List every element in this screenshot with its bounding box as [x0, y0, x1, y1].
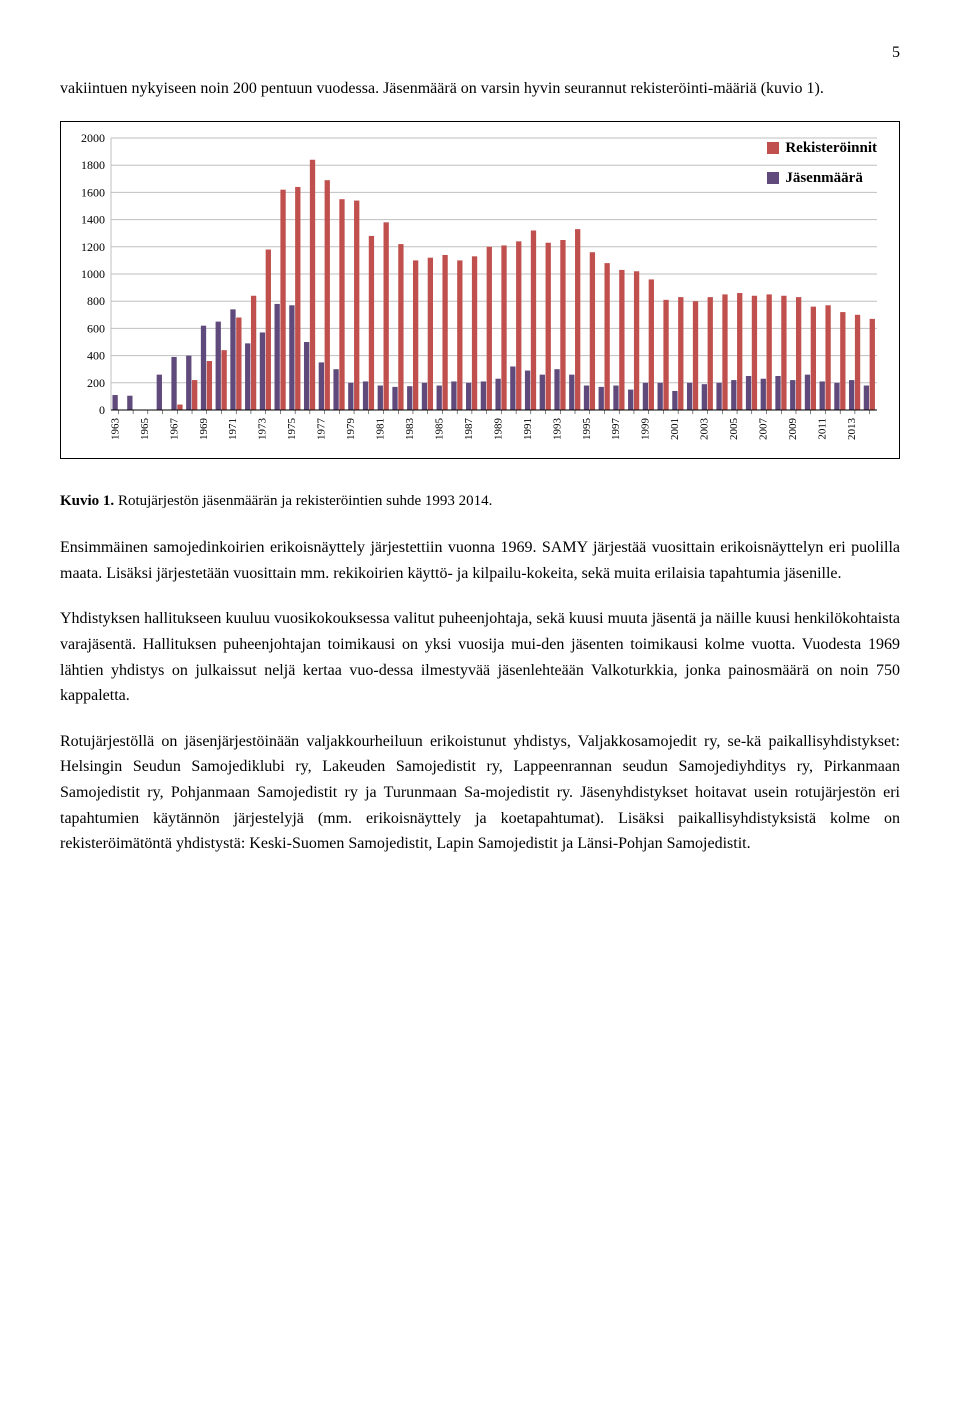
svg-text:1963: 1963	[109, 418, 121, 441]
legend-label-jasenmaara: Jäsenmäärä	[785, 166, 863, 190]
svg-text:400: 400	[87, 349, 105, 363]
svg-text:1800: 1800	[81, 158, 105, 172]
svg-text:600: 600	[87, 322, 105, 336]
svg-text:1200: 1200	[81, 240, 105, 254]
svg-text:800: 800	[87, 294, 105, 308]
svg-text:1985: 1985	[433, 418, 445, 441]
legend-row-rekisteroinnit: Rekisteröinnit	[767, 136, 877, 160]
svg-text:1995: 1995	[581, 418, 593, 441]
legend-label-rekisteroinnit: Rekisteröinnit	[785, 136, 877, 160]
caption-text: Rotujärjestön jäsenmäärän ja rekisteröin…	[114, 493, 492, 509]
svg-text:1977: 1977	[316, 418, 328, 441]
svg-text:1991: 1991	[522, 418, 534, 440]
svg-text:1987: 1987	[463, 418, 475, 441]
caption-label: Kuvio 1.	[60, 493, 114, 509]
svg-text:2003: 2003	[699, 418, 711, 441]
paragraph-4: Rotujärjestöllä on jäsenjärjestöinään va…	[60, 729, 900, 857]
svg-text:1965: 1965	[139, 418, 151, 441]
svg-text:2009: 2009	[787, 418, 799, 441]
svg-text:1999: 1999	[640, 418, 652, 441]
legend-swatch-rekisteroinnit	[767, 142, 779, 154]
svg-text:1997: 1997	[610, 418, 622, 441]
svg-text:1981: 1981	[375, 418, 387, 440]
svg-text:1600: 1600	[81, 186, 105, 200]
svg-text:1973: 1973	[257, 418, 269, 441]
svg-text:2000: 2000	[81, 132, 105, 145]
svg-text:1979: 1979	[345, 418, 357, 441]
intro-paragraph: vakiintuen nykyiseen noin 200 pentuun vu…	[60, 76, 900, 102]
svg-text:2013: 2013	[846, 418, 858, 441]
svg-text:1971: 1971	[227, 418, 239, 440]
svg-text:2007: 2007	[758, 418, 770, 441]
paragraph-2: Ensimmäinen samojedinkoirien erikoisnäyt…	[60, 535, 900, 586]
svg-text:2005: 2005	[728, 418, 740, 441]
svg-text:0: 0	[99, 403, 105, 417]
svg-text:2011: 2011	[816, 418, 828, 440]
svg-text:1400: 1400	[81, 213, 105, 227]
chart-container: 0 200 400 600 800 1000 1200 1400 1600 1800 2000 196…	[60, 121, 900, 459]
chart-legend: Rekisteröinnit Jäsenmäärä	[767, 136, 877, 196]
chart-caption: Kuvio 1. Rotujärjestön jäsenmäärän ja re…	[60, 489, 900, 513]
svg-text:2001: 2001	[669, 418, 681, 440]
svg-text:1969: 1969	[198, 418, 210, 441]
svg-text:1983: 1983	[404, 418, 416, 441]
svg-text:200: 200	[87, 376, 105, 390]
svg-text:1989: 1989	[492, 418, 504, 441]
svg-text:1967: 1967	[168, 418, 180, 441]
svg-text:1993: 1993	[551, 418, 563, 441]
paragraph-3: Yhdistyksen hallitukseen kuuluu vuosikok…	[60, 606, 900, 708]
chart-svg: 0 200 400 600 800 1000 1200 1400 1600 1800 2000 196…	[71, 132, 883, 452]
svg-text:1000: 1000	[81, 267, 105, 281]
legend-swatch-jasenmaara	[767, 172, 779, 184]
legend-row-jasenmaara: Jäsenmäärä	[767, 166, 877, 190]
page-number: 5	[60, 40, 900, 66]
svg-text:1975: 1975	[286, 418, 298, 441]
